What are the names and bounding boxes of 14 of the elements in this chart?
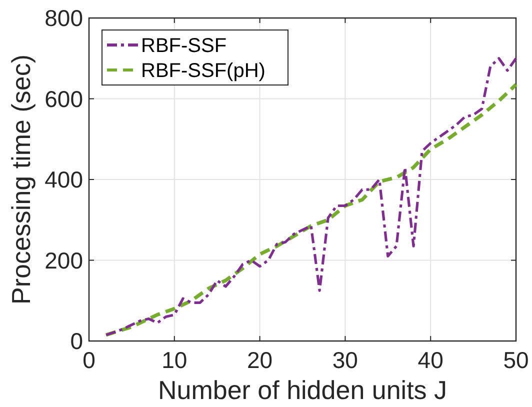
y-tick-label: 0 [70,328,83,354]
y-tick-label: 200 [44,247,83,274]
y-tick-label: 600 [44,86,83,112]
x-tick-label: 10 [162,347,188,373]
y-tick-label: 800 [44,5,83,31]
legend-label: RBF-SSF(pH) [141,60,266,82]
y-tick-label: 400 [44,166,83,192]
x-tick-label: 20 [247,347,273,373]
x-axis-title: Number of hidden units J [158,375,448,405]
legend-label: RBF-SSF [141,35,227,57]
x-tick-label: 40 [418,347,444,373]
x-tick-label: 30 [332,347,358,373]
y-axis-title: Processing time (sec) [6,54,36,304]
x-tick-label: 50 [503,347,529,373]
